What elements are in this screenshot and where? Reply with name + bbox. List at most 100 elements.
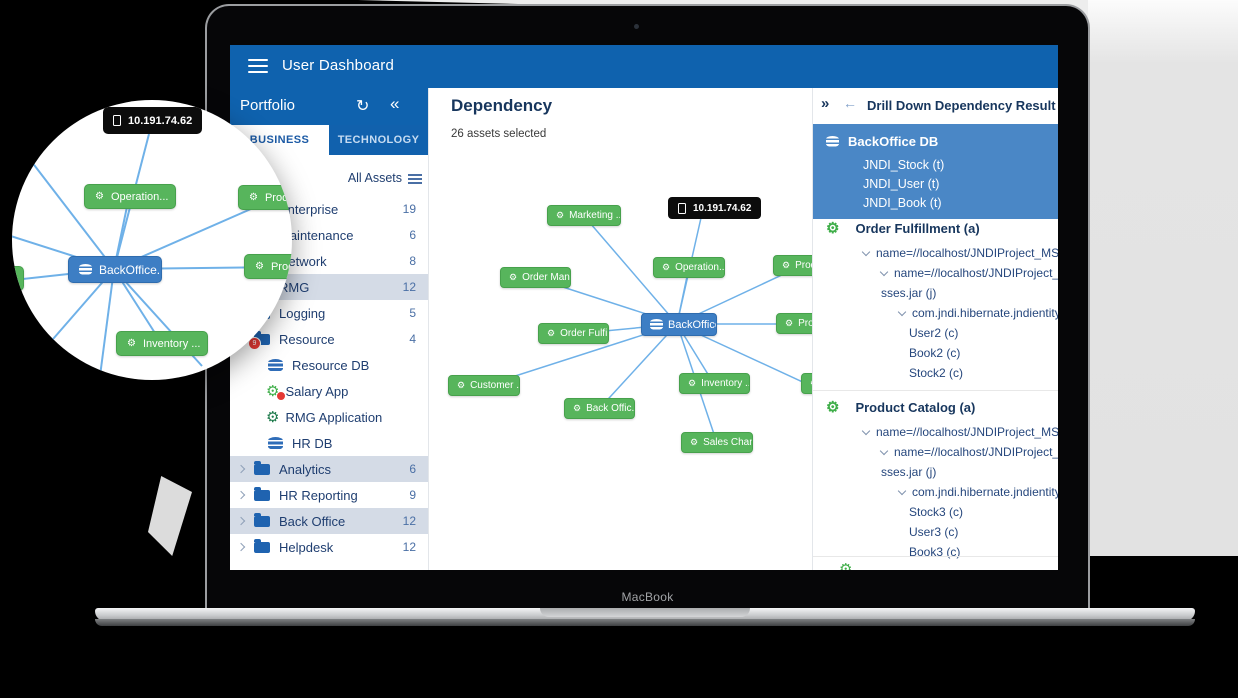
app-screen: User Dashboard Portfolio ↻ « BUSINESS TE… — [230, 45, 1058, 570]
graph-node-product-2[interactable]: ⚙ Prod... — [776, 313, 812, 334]
chevron-down-icon[interactable] — [879, 267, 889, 276]
graph-node-product-1[interactable]: ⚙ Produ... — [238, 185, 292, 210]
graph-node-backoffice-db[interactable]: BackOffice... — [641, 313, 717, 336]
database-icon — [268, 358, 283, 372]
graph-node-back-office[interactable]: ⚙ Back Offic... — [564, 398, 635, 419]
gear-icon: ⚙ — [573, 403, 582, 413]
sidebar-item-resource[interactable]: 9 Resource 4 — [230, 326, 428, 352]
ip-tooltip: 10.191.74.62 — [103, 107, 203, 134]
tree-item[interactable]: User3 (c) — [909, 525, 959, 539]
gear-icon: ⚙ — [95, 190, 104, 202]
sidebar-item-salary-app[interactable]: ⚙ Salary App — [266, 382, 349, 401]
graph-node-order-fulfillment[interactable]: ⚙ Order Fulfi... — [538, 323, 609, 344]
tree-item[interactable]: User2 (c) — [909, 326, 959, 340]
sidebar-item-back-office[interactable]: Back Office 12 — [230, 508, 428, 534]
sidebar-item-hr-db[interactable]: HR DB — [230, 430, 428, 456]
graph-node-product-1[interactable]: ⚙ Produ... — [773, 255, 812, 276]
expand-panel-icon[interactable]: » — [821, 95, 830, 112]
graph-node-sales-channel[interactable]: ⚙ Sales Chan... — [681, 432, 753, 453]
chevron-right-icon[interactable] — [236, 516, 246, 526]
tree-item[interactable]: name=//localhost/JNDIProject_MSSQL_Cla — [813, 263, 1058, 283]
device-icon — [678, 202, 686, 214]
selected-child-jndi-book[interactable]: JNDI_Book (t) — [863, 195, 942, 210]
top-app-bar: User Dashboard — [230, 45, 1058, 88]
chevron-right-icon[interactable] — [236, 542, 246, 552]
selected-asset-header[interactable]: BackOffice DB — [813, 129, 1058, 155]
database-icon — [79, 264, 92, 275]
chevron-down-icon[interactable] — [861, 247, 871, 256]
app-node-order-fulfillment[interactable]: ⚙ Order Fulfillment (a) — [826, 220, 980, 237]
tree-item[interactable]: Stock2 (c) — [909, 366, 964, 380]
chevron-down-icon[interactable] — [897, 486, 907, 495]
gear-icon: ⚙ — [839, 561, 853, 570]
drill-section-product-catalog: ⚙ Product Catalog (a) name=//localhost/J… — [813, 390, 1058, 569]
chevron-right-icon[interactable] — [236, 464, 246, 474]
graph-node-marketing[interactable]: ⚙ Marketing ... — [547, 205, 621, 226]
tab-technology[interactable]: TECHNOLOGY — [329, 125, 428, 155]
graph-node-order-management[interactable]: ⚙ Order Man... — [500, 267, 571, 288]
chevron-down-icon[interactable] — [861, 426, 871, 435]
magnifier-circle: 10.191.74.62 ⚙ Operation... BackOffice..… — [12, 100, 292, 380]
hamburger-menu-icon[interactable] — [248, 59, 268, 77]
tree-item-continuation[interactable]: sses.jar (j) — [881, 286, 937, 300]
sidebar-item-analytics[interactable]: Analytics 6 — [230, 456, 428, 482]
graph-node-operation[interactable]: ⚙ Operation... — [653, 257, 725, 278]
sidebar-item-helpdesk[interactable]: Helpdesk 12 — [230, 534, 428, 560]
page-title: User Dashboard — [282, 57, 395, 74]
tree-item[interactable]: Book2 (c) — [909, 346, 961, 360]
all-assets-row: All Assets — [230, 167, 428, 191]
database-icon — [650, 319, 663, 330]
dependency-title: Dependency — [451, 96, 553, 115]
chevron-down-icon[interactable] — [879, 446, 889, 455]
graph-node-customer[interactable]: ⚙ Customer ... — [448, 375, 520, 396]
macbook-label: MacBook — [621, 590, 674, 604]
graph-node-operation[interactable]: ⚙ Operation... — [84, 184, 176, 209]
ip-tooltip: 10.191.74.62 — [668, 197, 762, 219]
drill-section-order-fulfillment: ⚙ Order Fulfillment (a) name=//localhost… — [813, 212, 1058, 390]
refresh-icon[interactable]: ↻ — [356, 98, 370, 115]
tree-item[interactable]: name=//localhost/JNDIProject_MSSQL_Cla — [813, 243, 1058, 263]
tree-item[interactable]: Stock3 (c) — [909, 505, 964, 519]
tree-item[interactable]: com.jndi.hibernate.jndientity3 (p) — [813, 482, 1058, 502]
graph-node-product-2[interactable]: ⚙ Produ... — [244, 254, 292, 279]
graph-node-clipped[interactable] — [12, 266, 24, 291]
selected-asset-block[interactable]: BackOffice DB JNDI_Stock (t) JNDI_User (… — [813, 124, 1058, 219]
graph-node-backoffice-db[interactable]: BackOffice... — [68, 256, 162, 283]
tree-item-continuation[interactable]: sses.jar (j) — [881, 465, 937, 479]
webcam-dot — [634, 24, 639, 29]
tree-item[interactable]: com.jndi.hibernate.jndientity2 (p) — [813, 303, 1058, 323]
gear-icon: ⚙ — [457, 380, 466, 390]
tree-item[interactable]: name=//localhost/JNDIProject_MSSQL_Cla — [813, 422, 1058, 442]
graph-node-clipped[interactable]: ⚙ — [801, 373, 812, 394]
sidebar-item-hr-reporting[interactable]: HR Reporting 9 — [230, 482, 428, 508]
back-arrow-icon[interactable]: ← — [843, 95, 857, 111]
gear-icon: ⚙ — [509, 272, 518, 282]
chevron-right-icon[interactable] — [236, 490, 246, 500]
selected-child-jndi-stock[interactable]: JNDI_Stock (t) — [863, 157, 945, 172]
gear-icon: ⚙ — [662, 262, 671, 272]
chevron-down-icon[interactable] — [897, 307, 907, 316]
section-divider — [813, 556, 1058, 557]
gear-icon: ⚙ — [688, 378, 697, 388]
app-node-product-catalog[interactable]: ⚙ Product Catalog (a) — [826, 399, 976, 416]
sidebar-item-resource-db[interactable]: Resource DB — [230, 352, 428, 378]
portfolio-title: Portfolio — [240, 97, 296, 114]
collapse-sidebar-icon[interactable]: « — [390, 94, 400, 113]
graph-node-inventory[interactable]: ⚙ Inventory ... — [116, 331, 208, 356]
filter-icon[interactable] — [408, 174, 422, 184]
tree-item[interactable]: Book3 (c) — [909, 545, 961, 559]
sidebar-item-rmg-application[interactable]: ⚙ RMG Application — [266, 408, 383, 426]
selected-child-jndi-user[interactable]: JNDI_User (t) — [863, 176, 940, 191]
gear-icon: ⚙ — [690, 437, 699, 447]
drilldown-header: » ← Drill Down Dependency Result — [813, 88, 1058, 125]
gear-icon: ⚙ — [556, 210, 565, 220]
tree-item[interactable]: name=//localhost/JNDIProject_MSSQL_Cla — [813, 442, 1058, 462]
drilldown-title: Drill Down Dependency Result — [867, 98, 1056, 113]
assets-selected-label: 26 assets selected — [451, 128, 547, 140]
database-icon — [268, 436, 283, 450]
folder-icon — [254, 460, 270, 475]
macbook-base-notch — [540, 608, 750, 617]
gear-icon: ⚙ — [782, 260, 791, 270]
folder-icon — [254, 538, 270, 553]
graph-node-inventory[interactable]: ⚙ Inventory ... — [679, 373, 750, 394]
